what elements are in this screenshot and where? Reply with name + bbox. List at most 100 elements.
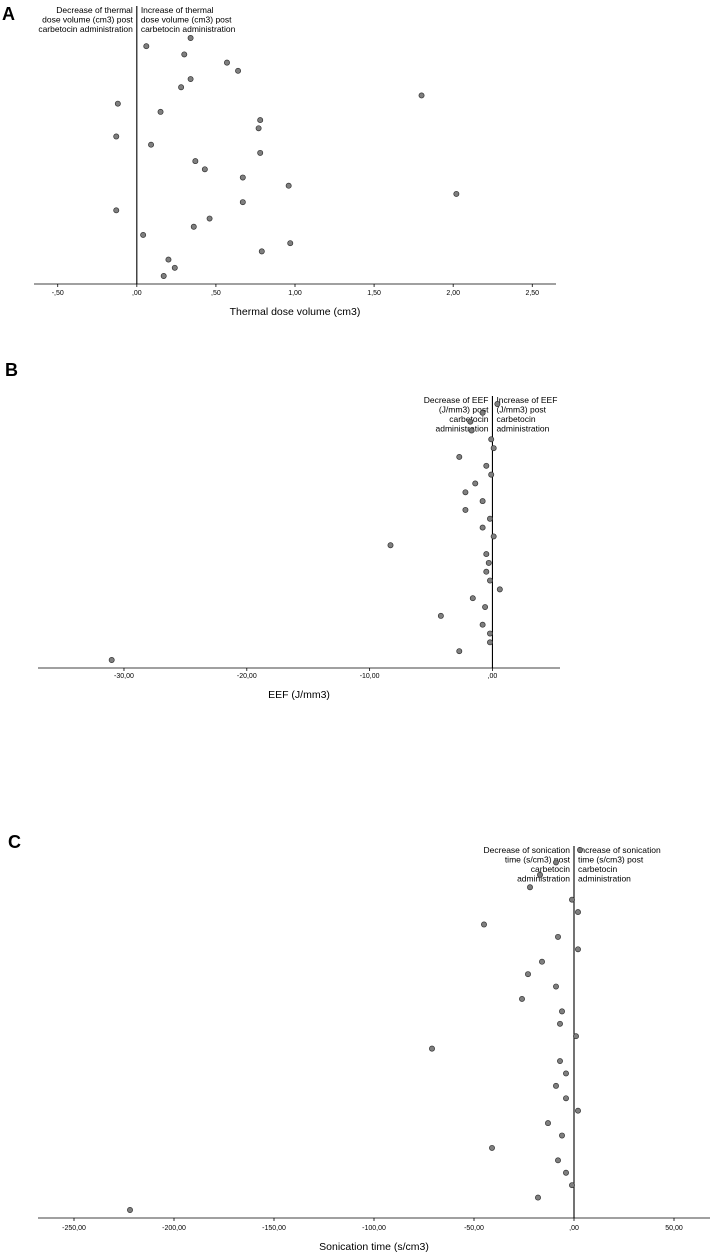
panel-b-data-point: [479, 409, 486, 416]
panel-c-data-point: [545, 1120, 551, 1127]
panel-a-data-point: [257, 117, 264, 124]
panel-c-data-point: [519, 996, 525, 1002]
annotation-line: Decrease of sonication: [484, 845, 571, 855]
panel-c-data-point: [539, 958, 545, 965]
panel-a-data-point: [192, 158, 199, 165]
panel-b-data-point: [487, 577, 493, 584]
panel-b-data-point: [479, 621, 486, 628]
panel-b-data-point: [462, 506, 469, 513]
panel-b-x-tick-label: -20,00: [237, 673, 257, 680]
panel-a-data-point: [113, 207, 120, 214]
panel-b-data-point: [387, 542, 394, 549]
panel-c-data-point: [575, 909, 581, 916]
panel-a-data-point: [239, 174, 246, 181]
panel-c-data-point: [559, 1132, 565, 1139]
panel-b-annotation-increase: Increase of EEF (J/mm3) post carbetocin adm…: [496, 395, 557, 434]
panel-c-data-point: [555, 933, 561, 940]
panel-a: A -,50 ,00 ,50 1,00 1,50 2,00 2,50 Thermal dose…: [2, 4, 556, 318]
panel-a-data-point: [453, 190, 460, 197]
panel-b-data-point: [456, 648, 463, 655]
panel-c-x-tick-label: -200,00: [162, 1225, 186, 1232]
panel-b-data-point: [462, 489, 469, 496]
panel-c-data-point: [563, 1095, 569, 1102]
panel-c-data-point: [575, 1107, 581, 1114]
annotation-line: carbetocin: [531, 864, 570, 874]
panel-a-data-point: [114, 100, 121, 107]
panel-a-x-tick-label: 2,00: [446, 290, 460, 297]
annotation-line: carbetocin: [578, 864, 617, 874]
annotation-line: Increase of sonication: [578, 845, 661, 855]
panel-b-data-point: [467, 418, 474, 425]
annotation-line: (J/mm3) post: [439, 405, 489, 415]
panel-c-x-tick-label: -250,00: [62, 1225, 86, 1232]
panel-b-data-point: [494, 401, 501, 407]
panel-c-data-point: [573, 1033, 579, 1040]
panel-a-data-point: [160, 273, 167, 279]
panel-c-data-point: [569, 1182, 575, 1189]
panel-a-x-tick-label: -,50: [52, 290, 64, 297]
panel-a-data-point: [201, 166, 208, 173]
panel-a-x-tick-label: 2,50: [525, 290, 539, 297]
panel-a-data-point: [187, 76, 194, 82]
panel-a-x-tick-label: 1,50: [367, 290, 381, 297]
panel-a-data-point: [224, 59, 230, 66]
panel-b-data-point: [490, 533, 497, 540]
panel-c-data-point: [527, 884, 533, 891]
panel-b-data-point: [482, 604, 489, 610]
panel-a-data-point: [255, 125, 262, 132]
panel-b-data-point: [483, 551, 490, 558]
panel-b-data-point: [437, 612, 444, 619]
panel-c-data-point: [429, 1045, 435, 1052]
panel-a-x-axis-title: Thermal dose volume (cm3): [230, 306, 361, 318]
panel-a-data-point: [239, 199, 246, 206]
annotation-line: Decrease of EEF: [424, 395, 489, 405]
panel-c-data-point: [555, 1157, 561, 1164]
panel-a-data-point: [206, 215, 213, 222]
panel-b-data-point: [479, 524, 486, 531]
panel-b-letter: B: [5, 360, 18, 380]
panel-b-data-point: [488, 436, 495, 443]
panel-c-x-tick-label: -150,00: [262, 1225, 286, 1232]
panel-b-data-point: [456, 454, 463, 460]
panel-c-data-point: [489, 1144, 495, 1151]
panel-a-x-tick-label: ,50: [211, 290, 221, 297]
panel-b-data-point: [469, 595, 476, 602]
panel-a-data-point: [165, 256, 172, 263]
panel-a-data-point: [287, 240, 294, 247]
annotation-line: Decrease of thermal: [56, 5, 133, 15]
panel-b: B -30,00 -20,00 -10,00 ,00 EEF (J/mm3) Decrea…: [5, 360, 560, 701]
annotation-line: carbetocin: [449, 414, 488, 424]
panel-a-data-point: [190, 223, 197, 230]
panel-c-data-point: [569, 896, 575, 903]
panel-b-data-point: [487, 630, 493, 637]
annotation-line: Increase of thermal: [141, 5, 214, 15]
annotation-line: carbetocin administration: [141, 24, 236, 34]
panel-b-x-tick-label: ,00: [488, 673, 498, 680]
annotation-line: carbetocin administration: [38, 24, 133, 34]
panel-c-x-tick-label: -100,00: [362, 1225, 386, 1232]
annotation-line: administration: [496, 424, 549, 434]
panel-c-data-point: [553, 983, 559, 990]
panel-a-data-point: [258, 248, 265, 255]
panel-c-x-tick-label: -50,00: [464, 1225, 484, 1232]
panel-c-data-point: [559, 1008, 565, 1015]
annotation-line: time (s/cm3) post: [578, 855, 644, 865]
panel-b-x-tick-label: -10,00: [360, 673, 380, 680]
panel-b-data-point: [487, 639, 493, 646]
panel-a-data-point: [235, 67, 242, 74]
panel-a-data-point: [140, 232, 147, 238]
panel-a-data-point: [178, 84, 185, 91]
panel-a-data-point: [181, 51, 188, 58]
annotation-line: (J/mm3) post: [496, 405, 546, 415]
annotation-line: administration: [517, 874, 570, 884]
panel-a-data-point: [113, 133, 120, 140]
panel-a-data-point: [148, 141, 155, 148]
panel-c-annotation-decrease: Decrease of sonication time (s/cm3) post c…: [484, 845, 571, 884]
panel-c-data-point: [553, 859, 559, 866]
panel-a-annotation-increase: Increase of thermal dose volume (cm3) pos…: [141, 5, 236, 34]
panel-a-x-tick-label: 1,00: [288, 290, 302, 297]
panel-a-letter: A: [2, 4, 15, 24]
panel-a-data-point: [157, 108, 164, 115]
panel-b-data-point: [479, 498, 486, 505]
